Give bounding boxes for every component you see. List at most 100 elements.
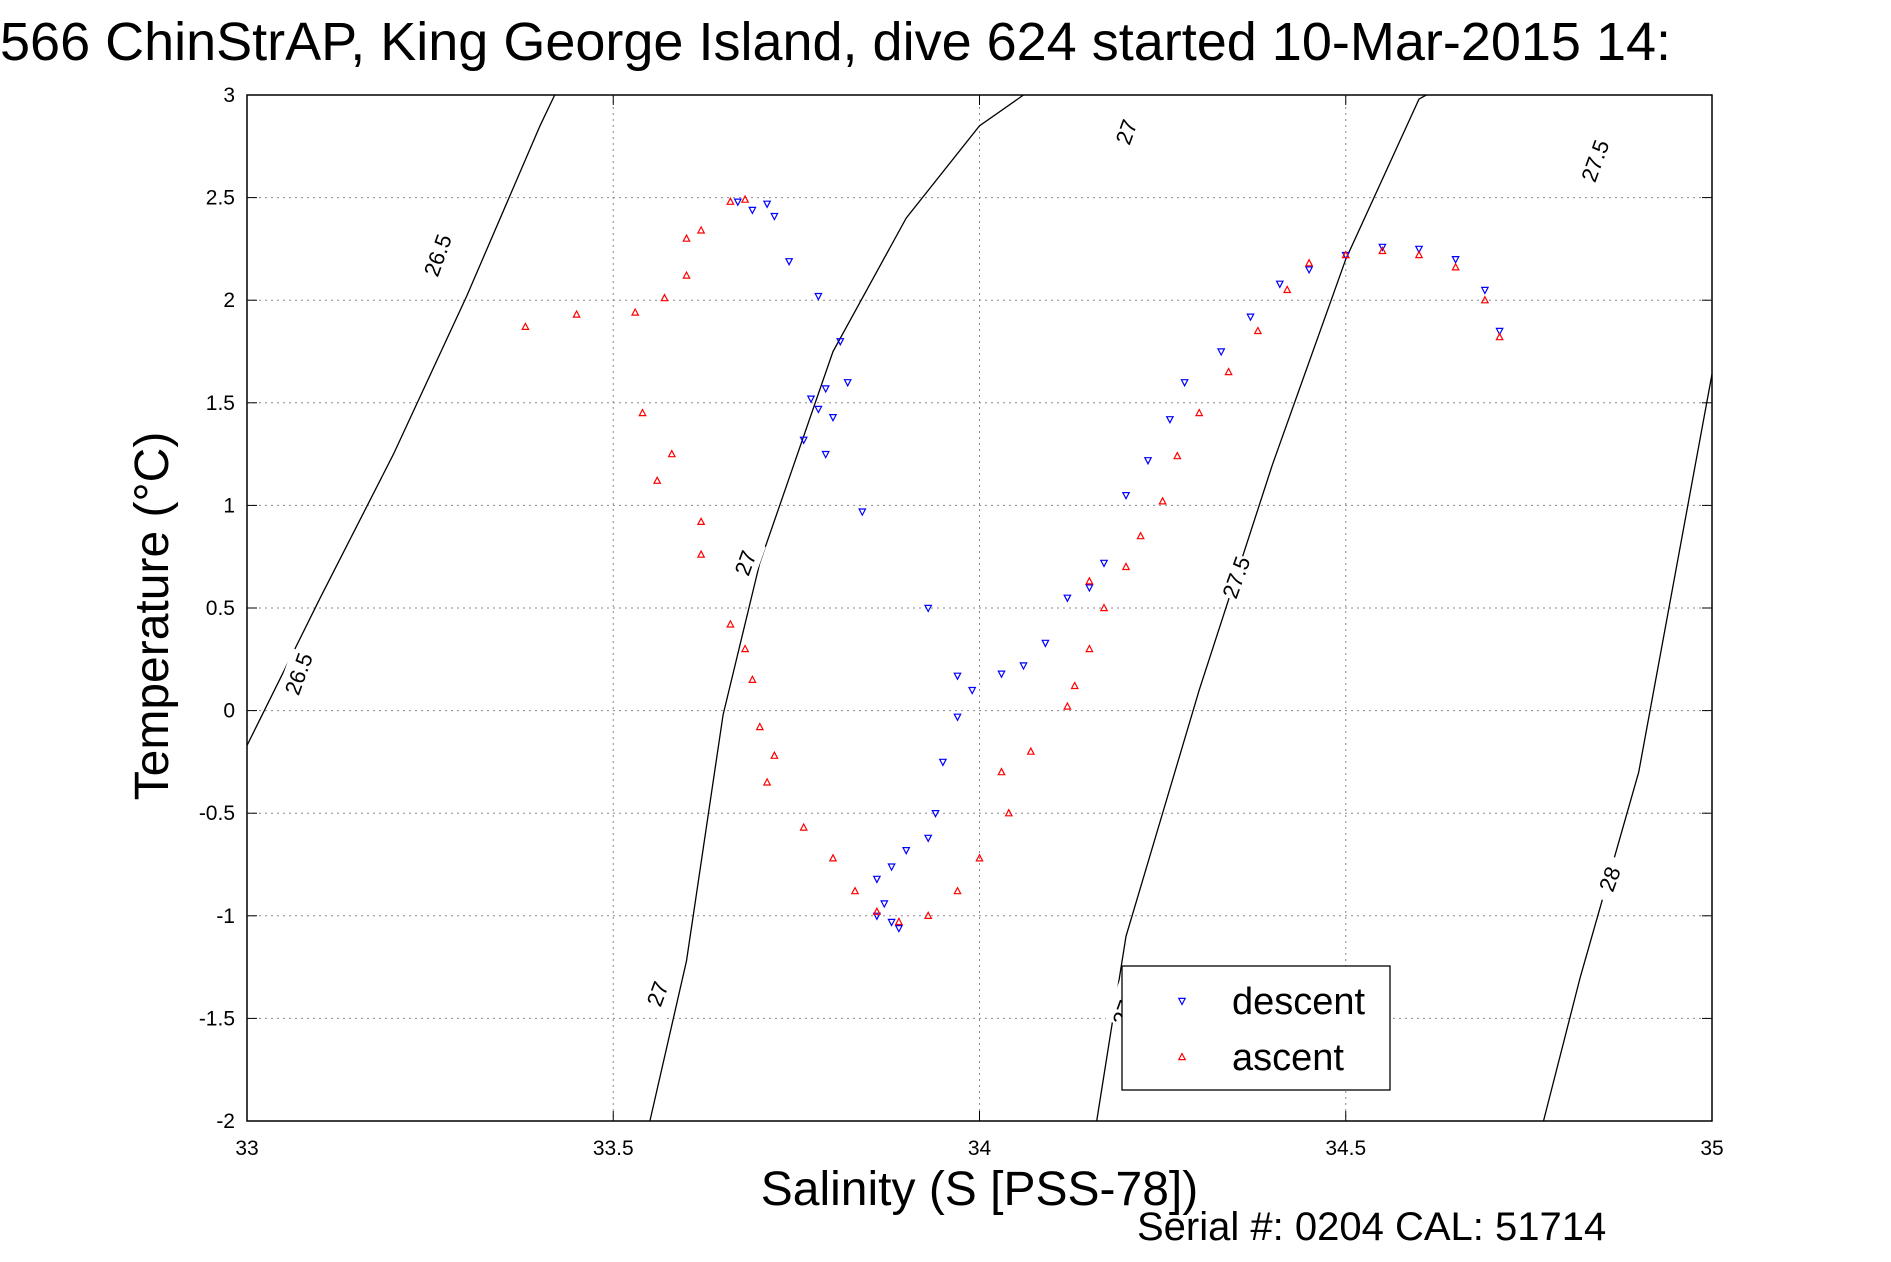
y-tick-label: 1 bbox=[223, 494, 235, 517]
descent-point bbox=[821, 385, 830, 394]
descent-point bbox=[1414, 245, 1424, 254]
ascent-point bbox=[1495, 332, 1504, 341]
descent-point bbox=[828, 414, 838, 422]
contour-label-bg bbox=[1215, 551, 1257, 603]
grid-lines bbox=[247, 95, 1712, 1121]
descent-point bbox=[1019, 662, 1028, 671]
ascent-point bbox=[1283, 285, 1292, 294]
ascent-point bbox=[997, 767, 1006, 776]
ascent-point bbox=[1004, 808, 1013, 817]
contour-label-bg bbox=[1588, 853, 1631, 905]
ascent-point bbox=[1414, 250, 1424, 259]
y-tick-label: -2 bbox=[216, 1110, 235, 1133]
legend: descent ascent bbox=[1121, 965, 1391, 1091]
descent-point bbox=[1180, 379, 1189, 388]
ascent-point bbox=[762, 777, 772, 786]
descent-point bbox=[1121, 492, 1131, 500]
contour-label-bg bbox=[1105, 106, 1147, 158]
descent-point bbox=[894, 924, 904, 933]
legend-box bbox=[1121, 965, 1391, 1091]
ascent-legend-marker bbox=[1177, 1052, 1187, 1061]
ascent-point bbox=[894, 917, 904, 926]
ascent-point bbox=[1121, 562, 1131, 571]
ascent-point bbox=[572, 309, 581, 318]
ascent-legend-label: ascent bbox=[1232, 1037, 1344, 1079]
contour-line bbox=[246, 94, 556, 746]
descent-point bbox=[1451, 256, 1460, 264]
descent-point bbox=[923, 834, 933, 843]
descent-point bbox=[997, 670, 1006, 679]
descent-point bbox=[887, 918, 896, 927]
x-tick-label: 34.5 bbox=[1325, 1137, 1366, 1160]
descent-point bbox=[858, 508, 867, 517]
y-tick-label: -0.5 bbox=[199, 802, 235, 825]
ascent-point bbox=[521, 322, 530, 330]
descent-point bbox=[814, 292, 823, 301]
x-tick-label: 33 bbox=[235, 1137, 258, 1160]
ascent-point bbox=[1158, 496, 1167, 505]
ascent-point bbox=[1085, 644, 1094, 653]
descent-point bbox=[924, 604, 933, 613]
descent-point bbox=[843, 379, 852, 388]
descent-point bbox=[1165, 416, 1175, 424]
descent-legend-label: descent bbox=[1232, 981, 1366, 1023]
descent-point bbox=[953, 713, 962, 722]
ascent-point bbox=[740, 644, 750, 653]
chart-title: 566 ChinStrAP, King George Island, dive … bbox=[0, 12, 1671, 72]
ascent-point bbox=[1070, 681, 1079, 690]
ascent-point bbox=[953, 886, 962, 895]
ascent-point bbox=[1304, 258, 1314, 267]
ascent-point bbox=[1341, 250, 1350, 259]
descent-point bbox=[836, 338, 845, 347]
descent-point bbox=[814, 405, 823, 414]
descent-point bbox=[770, 212, 779, 221]
ascent-point bbox=[755, 722, 764, 731]
y-tick-label: 0 bbox=[223, 700, 235, 723]
contour-label-group: 28 bbox=[1588, 853, 1631, 905]
ascent-point bbox=[828, 853, 838, 862]
y-tick-label: 2 bbox=[223, 289, 235, 312]
contour-label-bg bbox=[416, 229, 459, 281]
y-tick-label: 0.5 bbox=[206, 597, 235, 620]
y-tick-label: 3 bbox=[223, 84, 235, 107]
descent-point bbox=[1304, 266, 1314, 275]
ascent-point bbox=[1480, 295, 1490, 304]
ascent-point bbox=[638, 408, 647, 417]
ascent-point bbox=[872, 906, 882, 915]
ascent-point bbox=[1026, 746, 1035, 755]
descent-point bbox=[806, 395, 816, 404]
descent-point bbox=[1246, 313, 1255, 322]
descent-point bbox=[821, 450, 830, 459]
ascent-point bbox=[850, 886, 860, 895]
serial-cal-text: Serial #: 0204 CAL: 51714 bbox=[1137, 1205, 1606, 1249]
contour-line bbox=[1096, 94, 1427, 1122]
descent-point bbox=[931, 809, 940, 818]
ascent-point bbox=[696, 517, 706, 526]
y-tick-label: -1.5 bbox=[199, 1007, 235, 1030]
descent-point bbox=[762, 200, 772, 209]
ascent-point bbox=[1224, 367, 1233, 376]
descent-series bbox=[733, 198, 1504, 933]
descent-point bbox=[880, 900, 889, 909]
descent-point bbox=[733, 198, 742, 207]
axis-ticks: 33 33.5 34 34.5 35 -2 -1.5 -1 -0.5 0 0.5 1 1.5 2 2.5 3 bbox=[199, 84, 1724, 1160]
descent-point bbox=[872, 912, 882, 921]
descent-point bbox=[1099, 559, 1109, 568]
descent-point bbox=[799, 436, 808, 445]
ascent-point bbox=[726, 196, 735, 205]
ascent-point bbox=[924, 911, 933, 920]
descent-point bbox=[1063, 594, 1072, 603]
ascent-point bbox=[740, 194, 750, 203]
ascent-series bbox=[521, 194, 1504, 926]
x-tick-label: 34 bbox=[968, 1137, 992, 1160]
ascent-point bbox=[652, 476, 662, 484]
ascent-point bbox=[1378, 246, 1387, 255]
descent-point bbox=[1480, 286, 1490, 295]
x-axis-label: Salinity (S [PSS-78]) bbox=[761, 1163, 1198, 1216]
ascent-point bbox=[975, 853, 984, 862]
x-tick-label: 33.5 bbox=[593, 1137, 634, 1160]
ascent-point bbox=[682, 270, 691, 279]
ascent-point bbox=[1173, 451, 1182, 460]
ascent-point bbox=[631, 307, 640, 316]
